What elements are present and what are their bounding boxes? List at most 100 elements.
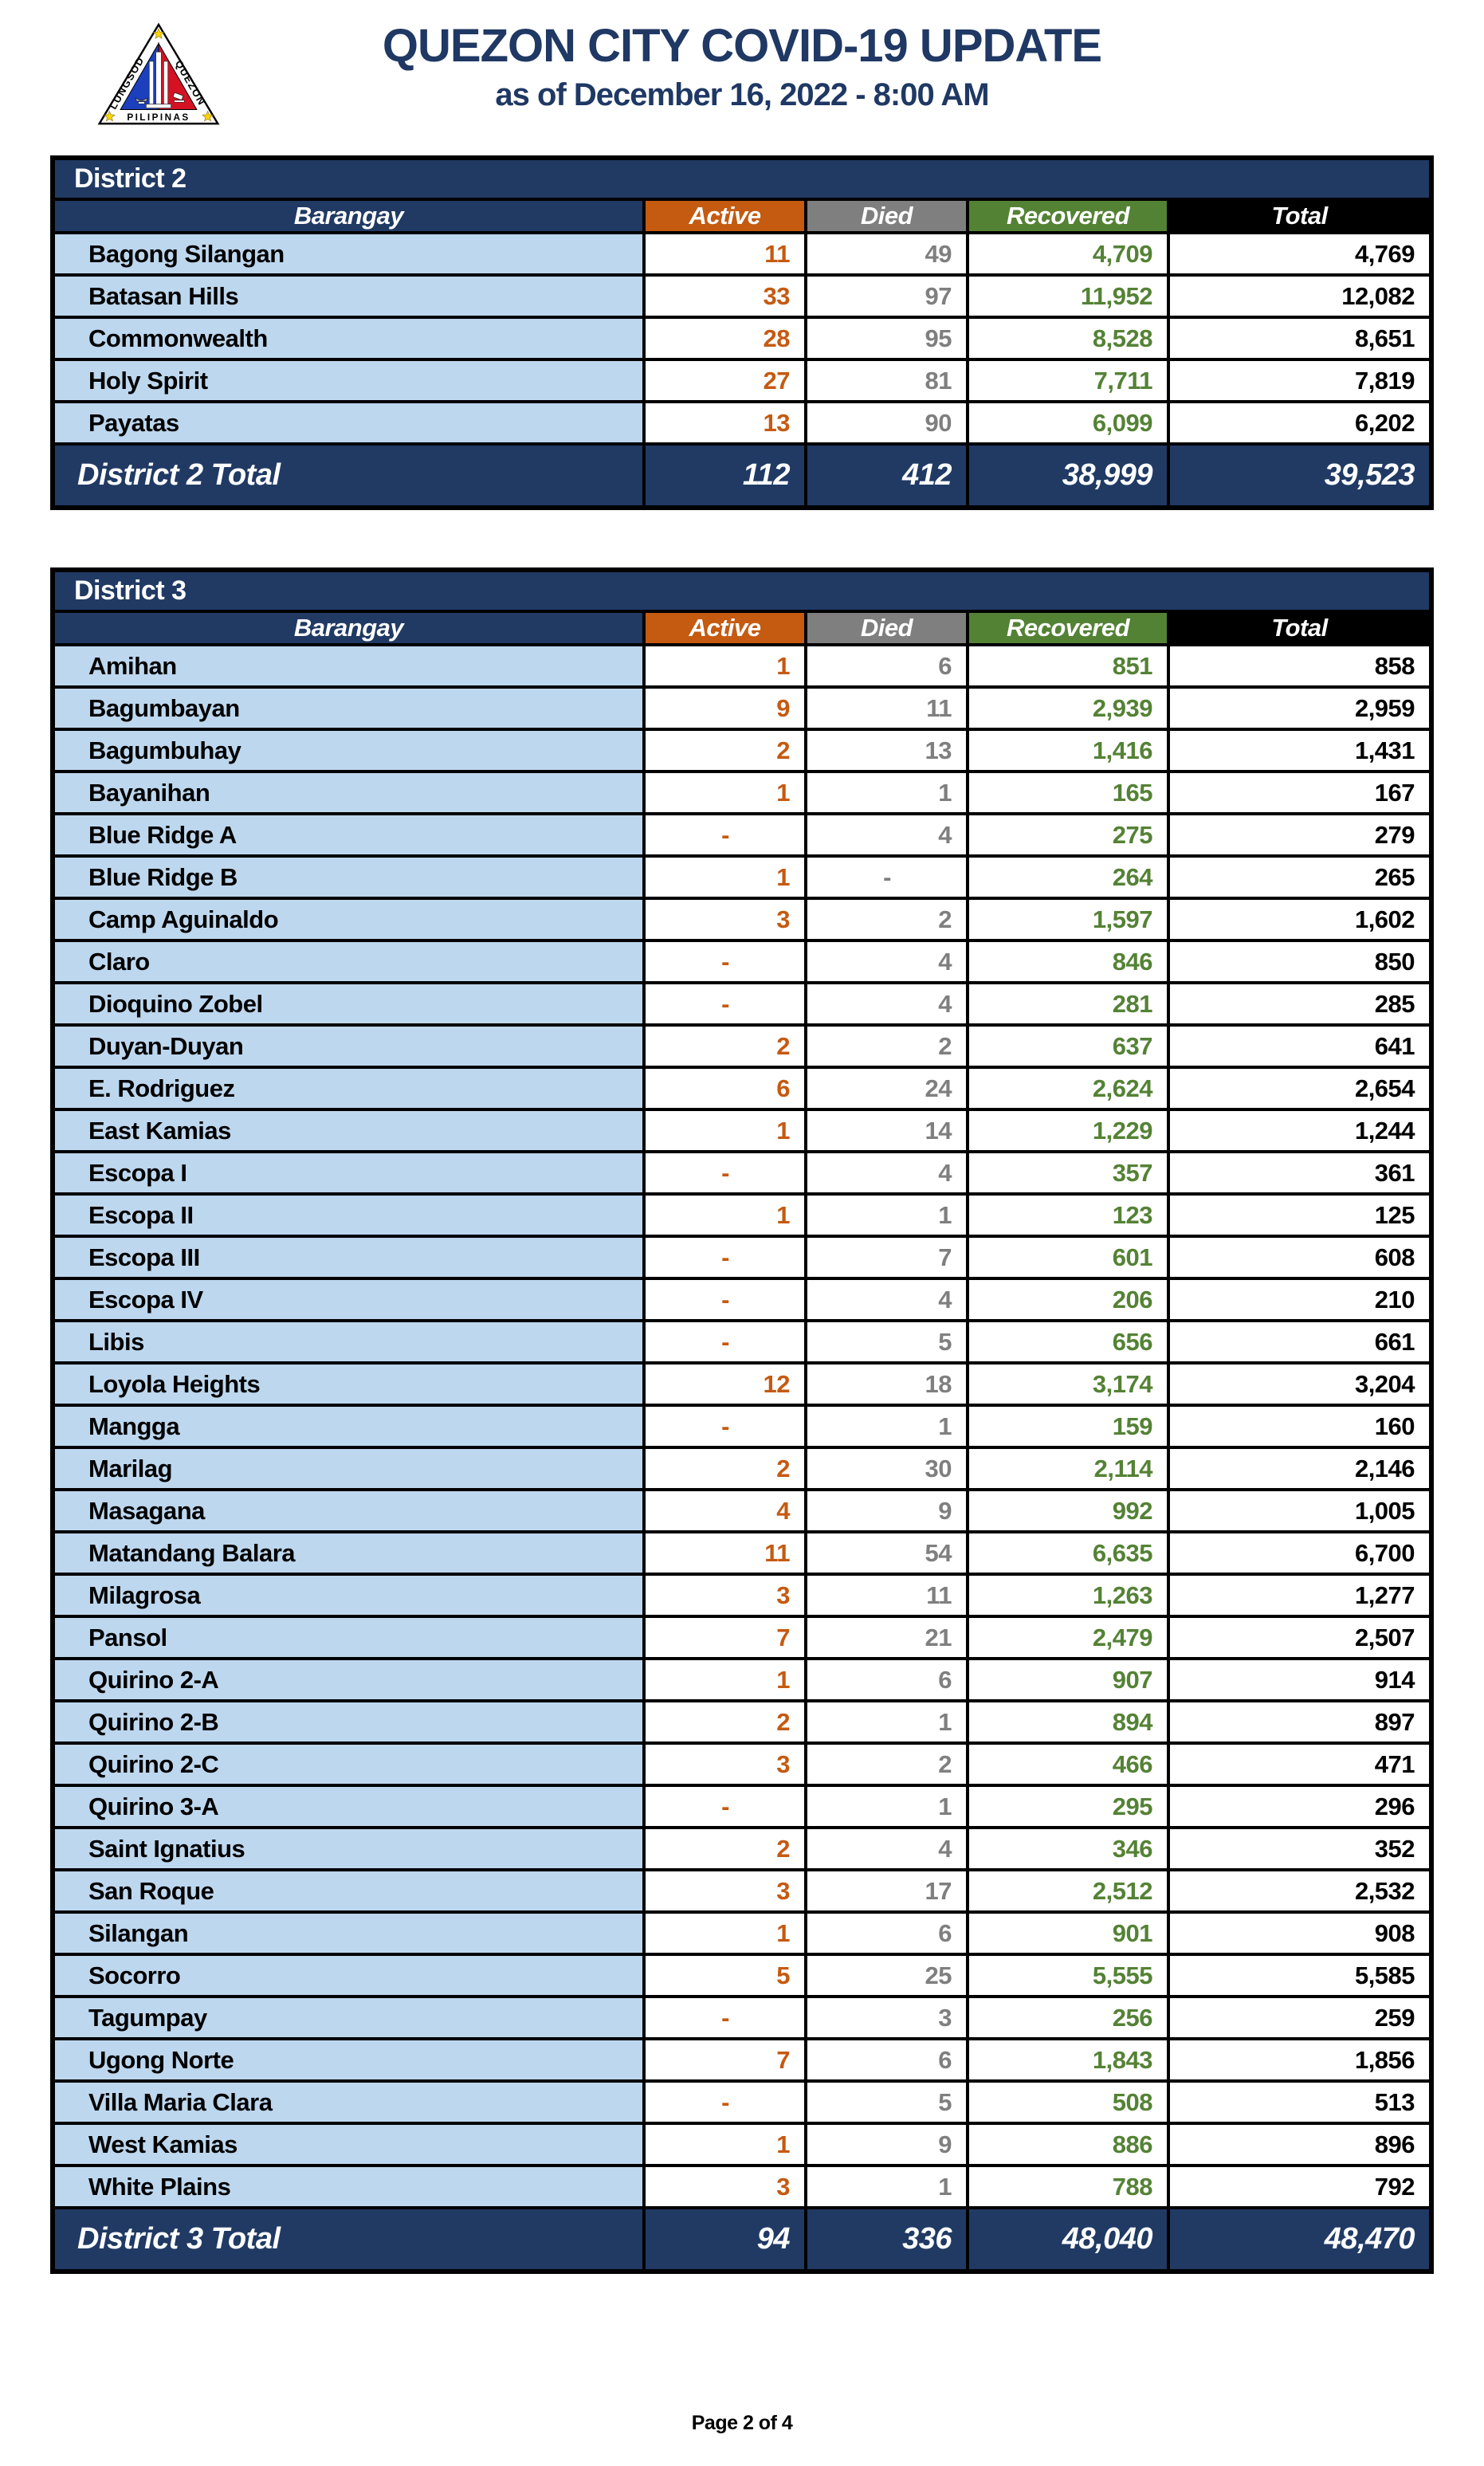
barangay-cell: Quirino 2-B xyxy=(51,1699,646,1745)
total-cell: 897 xyxy=(1166,1699,1434,1745)
died-cell: 4 xyxy=(804,1277,969,1322)
active-cell: 5 xyxy=(642,1953,807,1998)
total-label: District 3 Total xyxy=(51,2206,646,2273)
total-cell: 914 xyxy=(1166,1657,1434,1702)
total-cell: 792 xyxy=(1166,2164,1434,2209)
column-header-row: Barangay Active Died Recovered Total xyxy=(51,610,1434,646)
recovered-cell: 346 xyxy=(966,1826,1170,1871)
died-cell: 30 xyxy=(804,1446,969,1491)
table-row: West Kamias 1 9 886 896 xyxy=(51,2122,1434,2167)
district-3-rows: Amihan 1 6 851 858 Bagumbayan 9 11 2,939 2,959 Bag… xyxy=(51,643,1434,2209)
active-cell: 3 xyxy=(642,1868,807,1914)
total-recovered: 48,040 xyxy=(966,2206,1170,2273)
table-row: Blue Ridge A -4 275 279 xyxy=(51,812,1434,858)
district-band-row: District 3 xyxy=(50,568,1434,613)
table-row: Escopa II 1 1 123 125 xyxy=(51,1192,1434,1238)
recovered-cell: 466 xyxy=(966,1742,1170,1787)
total-died: 336 xyxy=(804,2206,969,2273)
died-cell: 81 xyxy=(804,358,969,403)
active-cell: - xyxy=(642,981,807,1027)
died-cell: 7 xyxy=(804,1235,969,1280)
active-cell: 1 xyxy=(642,1192,807,1238)
total-total: 39,523 xyxy=(1166,442,1434,509)
table-row: Quirino 2-C 3 2 466 471 xyxy=(51,1742,1434,1787)
active-cell: - xyxy=(642,1784,807,1829)
total-cell: 352 xyxy=(1166,1826,1434,1871)
table-row: Loyola Heights 12 18 3,174 3,204 xyxy=(51,1361,1434,1407)
total-cell: 1,856 xyxy=(1166,2037,1434,2083)
barangay-cell: Holy Spirit xyxy=(51,358,646,403)
page-title: QUEZON CITY COVID-19 UPDATE xyxy=(382,20,1102,72)
active-cell: 2 xyxy=(642,728,807,773)
table-row: Milagrosa 3 11 1,263 1,277 xyxy=(51,1573,1434,1618)
recovered-cell: 357 xyxy=(966,1150,1170,1196)
table-row: Quirino 2-A 1 6 907 914 xyxy=(51,1657,1434,1702)
active-cell: 2 xyxy=(642,1446,807,1491)
table-row: Socorro 5 25 5,555 5,585 xyxy=(51,1953,1434,1998)
column-header-recovered: Recovered xyxy=(966,198,1170,234)
recovered-cell: 2,479 xyxy=(966,1615,1170,1660)
barangay-cell: Bayanihan xyxy=(51,770,646,815)
total-cell: 1,431 xyxy=(1166,728,1434,773)
recovered-cell: 3,174 xyxy=(966,1361,1170,1407)
active-cell: 1 xyxy=(642,643,807,689)
recovered-cell: 8,528 xyxy=(966,316,1170,361)
table-row: Matandang Balara 11 54 6,635 6,700 xyxy=(51,1530,1434,1576)
total-cell: 1,244 xyxy=(1166,1108,1434,1153)
barangay-cell: Amihan xyxy=(51,643,646,689)
table-row: Marilag 2 30 2,114 2,146 xyxy=(51,1446,1434,1491)
died-cell: 97 xyxy=(804,273,969,319)
gavel-icon xyxy=(172,92,185,103)
barangay-cell: Escopa I xyxy=(51,1150,646,1196)
active-cell: 9 xyxy=(642,685,807,731)
total-cell: 265 xyxy=(1166,854,1434,900)
table-row: Escopa I -4 357 361 xyxy=(51,1150,1434,1196)
recovered-cell: 159 xyxy=(966,1404,1170,1449)
active-cell: 2 xyxy=(642,1826,807,1871)
district-3-total-row: District 3 Total 94 336 48,040 48,470 xyxy=(51,2206,1434,2273)
recovered-cell: 508 xyxy=(966,2079,1170,2125)
died-cell: 11 xyxy=(804,685,969,731)
district-2-table: District 2 Barangay Active Died Recovere… xyxy=(50,155,1435,510)
total-cell: 608 xyxy=(1166,1235,1434,1280)
recovered-cell: 2,624 xyxy=(966,1066,1170,1111)
table-row: Duyan-Duyan 2 2 637 641 xyxy=(51,1023,1434,1069)
active-cell: 6 xyxy=(642,1066,807,1111)
active-cell: 11 xyxy=(642,1530,807,1576)
died-cell: 1 xyxy=(804,770,969,815)
column-header-active: Active xyxy=(642,198,807,234)
active-cell: - xyxy=(642,939,807,984)
died-cell: 24 xyxy=(804,1066,969,1111)
table-row: White Plains 3 1 788 792 xyxy=(51,2164,1434,2209)
barangay-cell: Bagumbayan xyxy=(51,685,646,731)
total-cell: 2,146 xyxy=(1166,1446,1434,1491)
table-row: Escopa III -7 601 608 xyxy=(51,1235,1434,1280)
total-cell: 5,585 xyxy=(1166,1953,1434,1998)
table-row: Blue Ridge B 1-264 265 xyxy=(51,854,1434,900)
total-cell: 908 xyxy=(1166,1910,1434,1956)
table-row: Commonwealth 28 95 8,528 8,651 xyxy=(51,316,1434,361)
barangay-cell: Pansol xyxy=(51,1615,646,1660)
barangay-cell: Quirino 3-A xyxy=(51,1784,646,1829)
barangay-cell: Payatas xyxy=(51,400,646,446)
died-cell: 6 xyxy=(804,643,969,689)
recovered-cell: 6,099 xyxy=(966,400,1170,446)
total-cell: 850 xyxy=(1166,939,1434,984)
barangay-cell: East Kamias xyxy=(51,1108,646,1153)
died-cell: 2 xyxy=(804,1023,969,1069)
district-2-total-row: District 2 Total 112 412 38,999 39,523 xyxy=(51,442,1434,509)
barangay-cell: West Kamias xyxy=(51,2122,646,2167)
active-cell: 1 xyxy=(642,1910,807,1956)
died-cell: 18 xyxy=(804,1361,969,1407)
recovered-cell: 2,939 xyxy=(966,685,1170,731)
district-band-row: District 2 xyxy=(50,156,1434,201)
barangay-cell: Ugong Norte xyxy=(51,2037,646,2083)
active-cell: 7 xyxy=(642,1615,807,1660)
recovered-cell: 894 xyxy=(966,1699,1170,1745)
recovered-cell: 206 xyxy=(966,1277,1170,1322)
table-row: Saint Ignatius 2 4 346 352 xyxy=(51,1826,1434,1871)
total-cell: 285 xyxy=(1166,981,1434,1027)
died-cell: 1 xyxy=(804,2164,969,2209)
barangay-cell: Villa Maria Clara xyxy=(51,2079,646,2125)
